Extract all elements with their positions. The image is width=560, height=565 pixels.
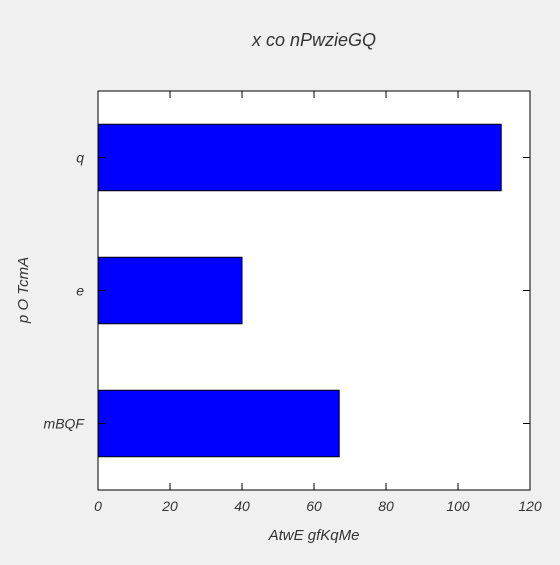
- bar-e: [97, 256, 243, 325]
- y-axis-label: p O TcmA: [15, 257, 32, 324]
- x-tick-label: 100: [446, 498, 470, 514]
- bar-mBQF: [97, 389, 340, 458]
- bars: [97, 123, 502, 458]
- x-tick-label: 0: [94, 498, 102, 514]
- x-tick-label: 80: [378, 498, 394, 514]
- y-tick-label: e: [76, 283, 84, 299]
- x-tick-label: 40: [234, 498, 250, 514]
- x-tick-label: 60: [306, 498, 322, 514]
- x-ticks: 0 20 40 60 80 100 120: [94, 91, 542, 514]
- x-tick-label: 120: [518, 498, 542, 514]
- plot-frame: [97, 90, 531, 491]
- x-axis-label: AtwE gfKqMe: [268, 527, 360, 544]
- chart-title: x co nPwzieGQ: [251, 30, 376, 50]
- x-tick-label: 20: [161, 498, 178, 514]
- y-tick-label: q: [76, 150, 84, 166]
- bar-q: [97, 123, 502, 192]
- y-tick-label: mBQF: [44, 416, 86, 432]
- y-ticks: mBQF e q: [44, 150, 530, 432]
